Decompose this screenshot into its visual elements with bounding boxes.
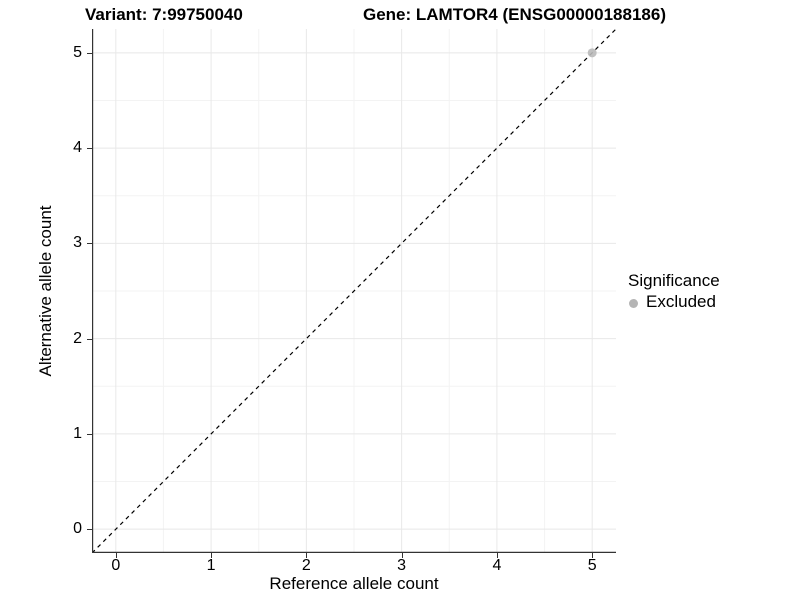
plot-panel <box>92 29 616 553</box>
y-tick-mark <box>87 433 92 435</box>
legend-item-label: Excluded <box>646 292 716 311</box>
x-tick-mark <box>401 553 403 558</box>
x-tick-label: 3 <box>397 557 407 574</box>
legend-item-excluded: Excluded <box>628 292 720 312</box>
x-tick-label: 2 <box>301 557 311 574</box>
y-tick-label: 0 <box>73 520 82 538</box>
legend-title: Significance <box>628 271 720 290</box>
y-tick-mark <box>87 148 92 150</box>
y-tick-label: 4 <box>73 139 82 157</box>
x-tick-label: 5 <box>587 557 597 574</box>
y-tick-label: 3 <box>73 234 82 252</box>
y-tick-label: 2 <box>73 329 82 347</box>
y-tick-mark <box>87 529 92 531</box>
y-tick-label: 5 <box>73 43 82 61</box>
x-tick-label: 1 <box>206 557 216 574</box>
x-tick-mark <box>592 553 594 558</box>
x-tick-label: 0 <box>111 557 121 574</box>
x-axis-title: Reference allele count <box>269 574 439 593</box>
x-tick-mark <box>211 553 213 558</box>
x-tick-mark <box>496 553 498 558</box>
y-tick-mark <box>87 243 92 245</box>
y-tick-mark <box>87 52 92 54</box>
y-axis-title: Alternative allele count <box>36 205 55 377</box>
x-tick-mark <box>306 553 308 558</box>
abline-dashed <box>92 29 616 553</box>
y-tick-mark <box>87 338 92 340</box>
legend: Significance Excluded <box>628 271 720 312</box>
legend-point-icon <box>629 298 638 308</box>
legend-items: Excluded <box>628 292 720 312</box>
data-point-excluded <box>587 48 597 58</box>
y-tick-label: 1 <box>73 424 82 442</box>
plot-title-gene: Gene: LAMTOR4 (ENSG00000188186) <box>363 5 666 24</box>
scatter-plot-canvas <box>92 29 616 553</box>
plot-title-variant: Variant: 7:99750040 <box>85 5 243 24</box>
x-tick-mark <box>115 553 117 558</box>
x-tick-label: 4 <box>492 557 502 574</box>
